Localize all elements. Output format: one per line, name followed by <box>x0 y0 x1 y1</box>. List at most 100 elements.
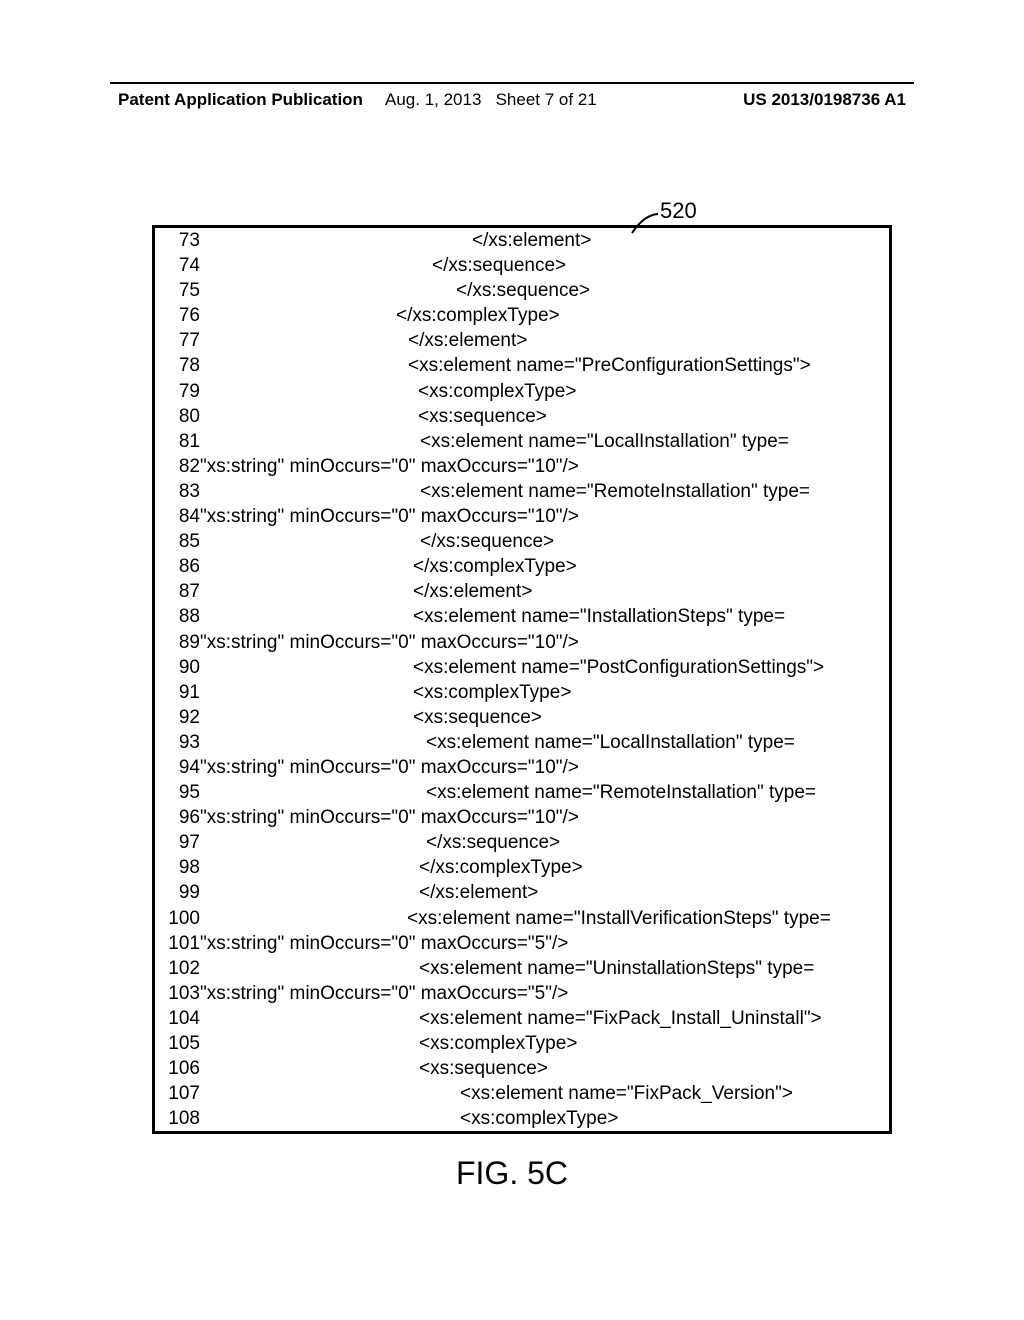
code-line: 78<xs:element name="PreConfigurationSett… <box>155 353 889 378</box>
code-text: "xs:string" minOccurs="0" maxOccurs="10"… <box>200 755 889 780</box>
code-text: <xs:element name="PostConfigurationSetti… <box>200 655 889 680</box>
line-number: 97 <box>155 830 200 855</box>
code-line: 74</xs:sequence> <box>155 253 889 278</box>
line-number: 75 <box>155 278 200 303</box>
line-number: 99 <box>155 880 200 905</box>
code-text: <xs:element name="UninstallationSteps" t… <box>200 956 889 981</box>
code-line: 83<xs:element name="RemoteInstallation" … <box>155 479 889 504</box>
code-line: 96"xs:string" minOccurs="0" maxOccurs="1… <box>155 805 889 830</box>
patent-page: Patent Application Publication Aug. 1, 2… <box>0 0 1024 1320</box>
code-text: </xs:sequence> <box>200 529 889 554</box>
code-text: <xs:element name="InstallVerificationSte… <box>200 906 889 931</box>
line-number: 86 <box>155 554 200 579</box>
line-number: 98 <box>155 855 200 880</box>
header-pubnum: US 2013/0198736 A1 <box>743 90 906 110</box>
figure-caption: FIG. 5C <box>0 1155 1024 1192</box>
code-line: 106<xs:sequence> <box>155 1056 889 1081</box>
code-text: <xs:element name="PreConfigurationSettin… <box>200 353 889 378</box>
line-number: 78 <box>155 353 200 378</box>
code-text: <xs:element name="InstallationSteps" typ… <box>200 604 889 629</box>
code-text: <xs:sequence> <box>200 1056 889 1081</box>
code-line: 100<xs:element name="InstallVerification… <box>155 906 889 931</box>
callout-ref-520: 520 <box>660 198 697 224</box>
line-number: 84 <box>155 504 200 529</box>
code-line: 73</xs:element> <box>155 228 889 253</box>
line-number: 103 <box>155 981 200 1006</box>
code-text: <xs:sequence> <box>200 404 889 429</box>
code-text: <xs:element name="FixPack_Install_Uninst… <box>200 1006 889 1031</box>
code-text: <xs:complexType> <box>200 379 889 404</box>
code-line: 91<xs:complexType> <box>155 680 889 705</box>
code-text: <xs:element name="RemoteInstallation" ty… <box>200 780 889 805</box>
code-text: <xs:element name="FixPack_Version"> <box>200 1081 889 1106</box>
line-number: 80 <box>155 404 200 429</box>
line-number: 92 <box>155 705 200 730</box>
code-line: 80<xs:sequence> <box>155 404 889 429</box>
xml-code-listing: 73</xs:element>74</xs:sequence>75</xs:se… <box>152 225 892 1134</box>
code-line: 81<xs:element name="LocalInstallation" t… <box>155 429 889 454</box>
line-number: 102 <box>155 956 200 981</box>
line-number: 94 <box>155 755 200 780</box>
line-number: 108 <box>155 1106 200 1131</box>
line-number: 85 <box>155 529 200 554</box>
code-text: <xs:element name="RemoteInstallation" ty… <box>200 479 889 504</box>
code-text: "xs:string" minOccurs="0" maxOccurs="5"/… <box>200 981 889 1006</box>
line-number: 105 <box>155 1031 200 1056</box>
code-line: 79<xs:complexType> <box>155 379 889 404</box>
code-line: 104<xs:element name="FixPack_Install_Uni… <box>155 1006 889 1031</box>
code-line: 95<xs:element name="RemoteInstallation" … <box>155 780 889 805</box>
line-number: 74 <box>155 253 200 278</box>
code-line: 99</xs:element> <box>155 880 889 905</box>
code-line: 82"xs:string" minOccurs="0" maxOccurs="1… <box>155 454 889 479</box>
line-number: 104 <box>155 1006 200 1031</box>
line-number: 88 <box>155 604 200 629</box>
code-line: 105<xs:complexType> <box>155 1031 889 1056</box>
code-text: <xs:complexType> <box>200 1106 889 1131</box>
code-line: 102<xs:element name="UninstallationSteps… <box>155 956 889 981</box>
code-text: </xs:sequence> <box>200 253 889 278</box>
code-text: "xs:string" minOccurs="0" maxOccurs="5"/… <box>200 931 889 956</box>
code-line: 88<xs:element name="InstallationSteps" t… <box>155 604 889 629</box>
code-text: <xs:element name="LocalInstallation" typ… <box>200 730 889 755</box>
line-number: 100 <box>155 906 200 931</box>
line-number: 93 <box>155 730 200 755</box>
code-line: 101"xs:string" minOccurs="0" maxOccurs="… <box>155 931 889 956</box>
code-line: 98</xs:complexType> <box>155 855 889 880</box>
code-text: </xs:complexType> <box>200 303 889 328</box>
code-text: </xs:element> <box>200 880 889 905</box>
code-line: 86</xs:complexType> <box>155 554 889 579</box>
code-text: </xs:element> <box>200 328 889 353</box>
line-number: 96 <box>155 805 200 830</box>
code-line: 77</xs:element> <box>155 328 889 353</box>
code-text: </xs:sequence> <box>200 278 889 303</box>
header-date-sheet: Aug. 1, 2013 Sheet 7 of 21 <box>385 90 597 110</box>
code-line: 87</xs:element> <box>155 579 889 604</box>
code-text: <xs:element name="LocalInstallation" typ… <box>200 429 889 454</box>
header-rule <box>110 82 914 84</box>
code-line: 89"xs:string" minOccurs="0" maxOccurs="1… <box>155 630 889 655</box>
line-number: 73 <box>155 228 200 253</box>
line-number: 91 <box>155 680 200 705</box>
code-text: "xs:string" minOccurs="0" maxOccurs="10"… <box>200 454 889 479</box>
code-text: <xs:complexType> <box>200 1031 889 1056</box>
code-line: 108<xs:complexType> <box>155 1106 889 1131</box>
code-text: <xs:sequence> <box>200 705 889 730</box>
code-table: 73</xs:element>74</xs:sequence>75</xs:se… <box>155 228 889 1131</box>
code-line: 97</xs:sequence> <box>155 830 889 855</box>
code-line: 107<xs:element name="FixPack_Version"> <box>155 1081 889 1106</box>
line-number: 79 <box>155 379 200 404</box>
code-text: </xs:complexType> <box>200 855 889 880</box>
line-number: 95 <box>155 780 200 805</box>
line-number: 82 <box>155 454 200 479</box>
code-line: 92<xs:sequence> <box>155 705 889 730</box>
line-number: 89 <box>155 630 200 655</box>
code-text: "xs:string" minOccurs="0" maxOccurs="10"… <box>200 630 889 655</box>
line-number: 77 <box>155 328 200 353</box>
line-number: 81 <box>155 429 200 454</box>
line-number: 87 <box>155 579 200 604</box>
line-number: 107 <box>155 1081 200 1106</box>
code-text: <xs:complexType> <box>200 680 889 705</box>
code-line: 76</xs:complexType> <box>155 303 889 328</box>
code-line: 84"xs:string" minOccurs="0" maxOccurs="1… <box>155 504 889 529</box>
code-line: 94"xs:string" minOccurs="0" maxOccurs="1… <box>155 755 889 780</box>
